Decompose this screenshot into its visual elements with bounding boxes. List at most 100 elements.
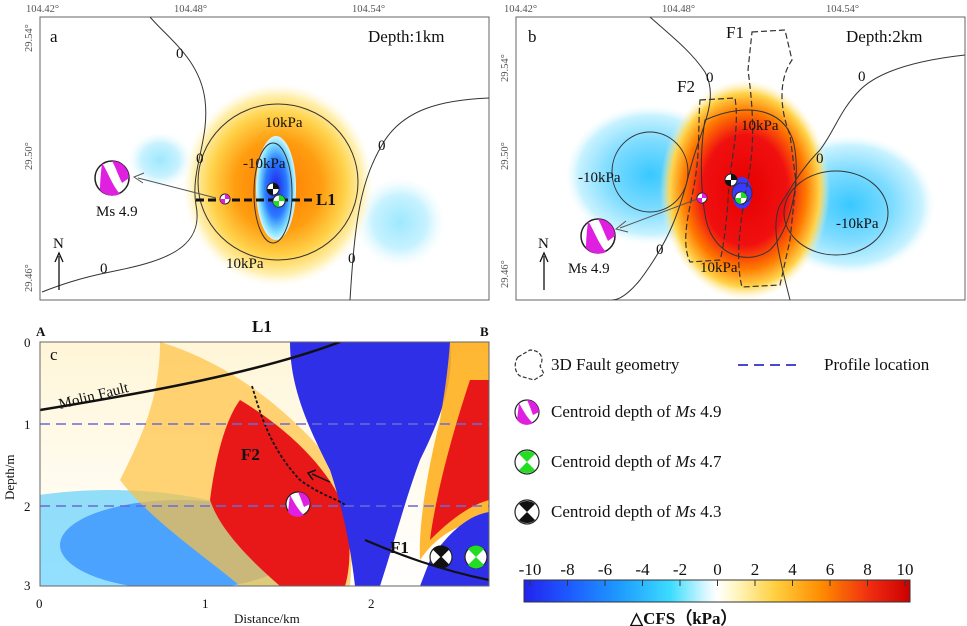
panel-c-x-tick: 1	[202, 596, 209, 611]
legend-item-value: 4.3	[696, 502, 722, 521]
panel-a: L1 0 0 0 0 0 10kPa -10kPa 10kPa a Depth:…	[24, 4, 490, 301]
panel-a-x-tick: 104.54°	[352, 4, 385, 15]
panel-a-contour-label: 10kPa	[265, 115, 303, 131]
panel-a-x-tick: 104.42°	[26, 4, 59, 15]
colorbar-tick-label: 6	[826, 560, 835, 579]
panel-c-fault-label: F2	[241, 445, 260, 464]
panel-a-contour-label: -10kPa	[243, 156, 286, 172]
colorbar-tick-label: -2	[673, 560, 687, 579]
epicenter-ms43-icon	[266, 182, 280, 196]
legend-item-label: Centroid depth of	[551, 502, 675, 521]
svg-text:Centroid depth of Ms 4.3: Centroid depth of Ms 4.3	[551, 502, 721, 521]
beachball-ms49-icon	[580, 218, 616, 254]
panel-c-y-tick: 3	[24, 578, 31, 593]
panel-a-y-tick: 29.50°	[24, 142, 35, 170]
panel-c-x-axis-label: Distance/km	[234, 611, 300, 626]
panel-b-contour-label: 10kPa	[700, 260, 738, 276]
panel-b-fault-label: F2	[677, 77, 695, 96]
panel-b-contour-label: 10kPa	[741, 118, 779, 134]
beachball-ms47-icon	[464, 545, 488, 569]
panel-b-contour-label: 0	[656, 242, 664, 258]
panel-c-x-tick: 0	[36, 596, 43, 611]
legend-item-magnitude: Ms	[674, 502, 696, 521]
panel-a-magnitude-label: Ms 4.9	[96, 204, 138, 220]
panel-a-x-tick: 104.48°	[174, 4, 207, 15]
panel-b-contour-label: 0	[706, 70, 714, 86]
epicenter-ms47-icon	[272, 194, 286, 208]
colorbar-tick-label: -6	[598, 560, 612, 579]
colorbar-ticks: -10 -8 -6 -4 -2 0 2 4 6 8 10	[519, 560, 914, 586]
panel-b-x-tick: 104.48°	[662, 4, 695, 15]
colorbar-tick-label: -10	[519, 560, 542, 579]
panel-a-y-tick: 29.46°	[24, 264, 35, 292]
panel-b-y-tick: 29.46°	[500, 260, 511, 288]
svg-text:Centroid depth of Ms 4.9: Centroid depth of Ms 4.9	[551, 402, 721, 421]
panel-c-y-tick: 1	[24, 417, 31, 432]
fault-geometry-icon	[514, 349, 545, 381]
panel-a-contour-label: 0	[176, 46, 184, 62]
epicenter-ms43-icon	[724, 173, 738, 187]
colorbar-tick-label: -4	[635, 560, 650, 579]
panel-c-letter: c	[50, 345, 58, 364]
colorbar-tick-label: 0	[713, 560, 722, 579]
colorbar-tick-label: 4	[788, 560, 797, 579]
beachball-ms43-icon	[429, 545, 453, 569]
panel-b-letter: b	[528, 27, 537, 46]
beachball-ms49-icon	[94, 160, 130, 196]
panel-c: c A B L1 Molin Fault F2 F1 0 1 2 0 1 2 3…	[2, 317, 490, 626]
beachball-ms43-icon	[514, 499, 540, 525]
panel-a-letter: a	[50, 27, 58, 46]
panel-b-depth-label: Depth:2km	[846, 27, 923, 46]
panel-b-contour-label: 0	[858, 69, 866, 85]
epicenter-ms47-icon	[734, 191, 748, 205]
panel-b: b Depth:2km F1 F2 0 0 0 0 10kPa -10kPa -…	[500, 4, 966, 301]
legend-item-value: 4.9	[696, 402, 722, 421]
panel-b-x-tick: 104.54°	[826, 4, 859, 15]
legend-item: Centroid depth of Ms 4.9	[514, 399, 721, 425]
epicenter-ms49-icon	[696, 192, 708, 204]
legend-fault-geometry: 3D Fault geometry	[551, 355, 680, 374]
panel-a-depth-label: Depth:1km	[368, 27, 445, 46]
panel-b-y-tick: 29.50°	[500, 142, 511, 170]
panel-a-contour-label: 10kPa	[226, 256, 264, 272]
beachball-ms49-icon	[514, 399, 540, 425]
legend: 3D Fault geometry Profile location Centr…	[514, 349, 930, 525]
panel-b-magnitude-label: Ms 4.9	[568, 261, 610, 277]
panel-a-contour-label: 0	[348, 251, 356, 267]
legend-profile-location: Profile location	[824, 355, 930, 374]
legend-item-label: Centroid depth of	[551, 452, 675, 471]
legend-item: Centroid depth of Ms 4.7	[514, 449, 722, 475]
panel-a-y-tick: 29.54°	[24, 24, 35, 52]
colorbar-tick-label: 8	[863, 560, 872, 579]
legend-item-magnitude: Ms	[674, 452, 696, 471]
panel-c-frame	[39, 341, 490, 587]
panel-c-negative-plume	[290, 342, 451, 586]
colorbar: -10 -8 -6 -4 -2 0 2 4 6 8 10 △CFS（kPa）	[519, 560, 914, 626]
panel-b-x-tick: 104.42°	[504, 4, 537, 15]
panel-b-fault-label: F1	[726, 23, 744, 42]
panel-c-y-axis-label: Depth/m	[2, 455, 17, 501]
colorbar-tick-label: 10	[897, 560, 914, 579]
panel-b-contour-label: -10kPa	[836, 216, 879, 232]
colorbar-tick-label: -8	[560, 560, 574, 579]
legend-item-value: 4.7	[696, 452, 722, 471]
panel-c-fault-label: F1	[390, 538, 409, 557]
svg-text:Centroid depth of Ms 4.7: Centroid depth of Ms 4.7	[551, 452, 722, 471]
legend-item: Centroid depth of Ms 4.3	[514, 499, 721, 525]
panel-c-x-tick: 2	[368, 596, 375, 611]
panel-b-contour-label: -10kPa	[578, 170, 621, 186]
panel-c-y-tick: 0	[24, 335, 31, 350]
panel-c-profile-label: L1	[252, 317, 272, 336]
panel-a-profile-label: L1	[316, 190, 336, 209]
legend-item-magnitude: Ms	[674, 402, 696, 421]
panel-a-north-label: N	[53, 236, 64, 252]
beachball-ms47-icon	[514, 449, 540, 475]
colorbar-tick-label: 2	[751, 560, 760, 579]
panel-c-end-label: A	[36, 324, 46, 339]
epicenter-ms49-icon	[219, 193, 231, 205]
legend-item-label: Centroid depth of	[551, 402, 675, 421]
beachball-ms49-icon	[285, 491, 311, 517]
panel-a-contour-label: 0	[100, 261, 108, 277]
panel-b-contour-label: 0	[816, 151, 824, 167]
panel-a-contour-label: 0	[378, 138, 386, 154]
